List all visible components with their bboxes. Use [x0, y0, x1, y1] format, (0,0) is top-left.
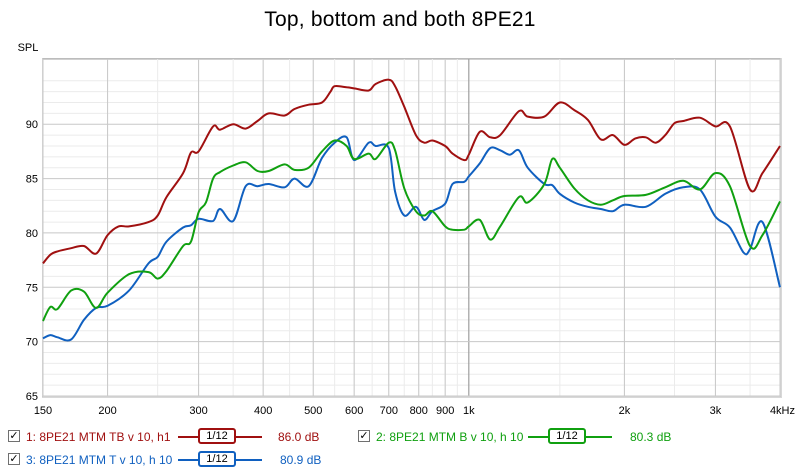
series-lines — [42, 78, 781, 342]
smoothing-value-series-1: 1/12 — [198, 428, 236, 444]
y-tick-label: 85 — [26, 174, 38, 186]
x-tick-label: 900 — [436, 405, 454, 417]
legend-row-1: ✓ 1: 8PE21 MTM TB v 10, h1 1/12 86.0 dB … — [0, 428, 800, 448]
x-tick-label: 150 — [34, 405, 52, 417]
legend-value-series-3: 80.9 dB — [280, 453, 322, 467]
checkbox-series-1[interactable]: ✓ — [8, 430, 20, 442]
series-line-1 — [42, 78, 781, 265]
y-tick-label: 65 — [26, 391, 38, 403]
x-tick-label: 200 — [98, 405, 116, 417]
legend-label-series-2: 2: 8PE21 MTM B v 10, h 10 — [376, 430, 524, 444]
legend-label-series-1: 1: 8PE21 MTM TB v 10, h1 — [26, 430, 171, 444]
legend-item-1[interactable]: ✓ 1: 8PE21 MTM TB v 10, h1 1/12 86.0 dB — [8, 428, 348, 448]
x-tick-label: 500 — [304, 405, 322, 417]
grid-lines — [42, 59, 781, 397]
x-tick-label: 4kHz — [770, 405, 795, 417]
x-tick-label: 300 — [189, 405, 207, 417]
y-tick-label: 75 — [26, 282, 38, 294]
smoothing-control-series-1[interactable]: 1/12 — [178, 428, 262, 446]
smoothing-value-series-3: 1/12 — [198, 451, 236, 467]
legend-row-2: ✓ 3: 8PE21 MTM T v 10, h 10 1/12 80.9 dB — [0, 451, 800, 471]
axis-labels: SPL 150 200 300 400 500 600 700 800 900 1k 2k 3k 4kH… — [18, 42, 795, 417]
y-tick-label: 80 — [26, 228, 38, 240]
y-tick-label: 70 — [26, 337, 38, 349]
legend-label-series-3: 3: 8PE21 MTM T v 10, h 10 — [26, 453, 173, 467]
x-tick-label: 600 — [345, 405, 363, 417]
series-line-2 — [42, 139, 781, 322]
series-line-3 — [42, 135, 781, 342]
y-tick-label: 90 — [26, 119, 38, 131]
smoothing-control-series-3[interactable]: 1/12 — [178, 451, 262, 469]
x-tick-label: 400 — [254, 405, 272, 417]
checkbox-series-3[interactable]: ✓ — [8, 453, 20, 465]
chart-title: Top, bottom and both 8PE21 — [264, 8, 536, 31]
legend-value-series-2: 80.3 dB — [630, 430, 672, 444]
x-tick-label: 2k — [619, 405, 631, 417]
legend-item-2[interactable]: ✓ 2: 8PE21 MTM B v 10, h 10 1/12 80.3 dB — [358, 428, 698, 448]
y-axis-label: SPL — [18, 42, 39, 54]
smoothing-value-series-2: 1/12 — [548, 428, 586, 444]
legend-value-series-1: 86.0 dB — [278, 430, 320, 444]
plot-background — [42, 58, 781, 397]
checkbox-series-2[interactable]: ✓ — [358, 430, 370, 442]
x-tick-label: 800 — [410, 405, 428, 417]
x-tick-label: 1k — [463, 405, 475, 417]
smoothing-control-series-2[interactable]: 1/12 — [528, 428, 612, 446]
x-tick-label: 3k — [710, 405, 722, 417]
x-tick-label: 700 — [380, 405, 398, 417]
legend-item-3[interactable]: ✓ 3: 8PE21 MTM T v 10, h 10 1/12 80.9 dB — [8, 451, 348, 471]
